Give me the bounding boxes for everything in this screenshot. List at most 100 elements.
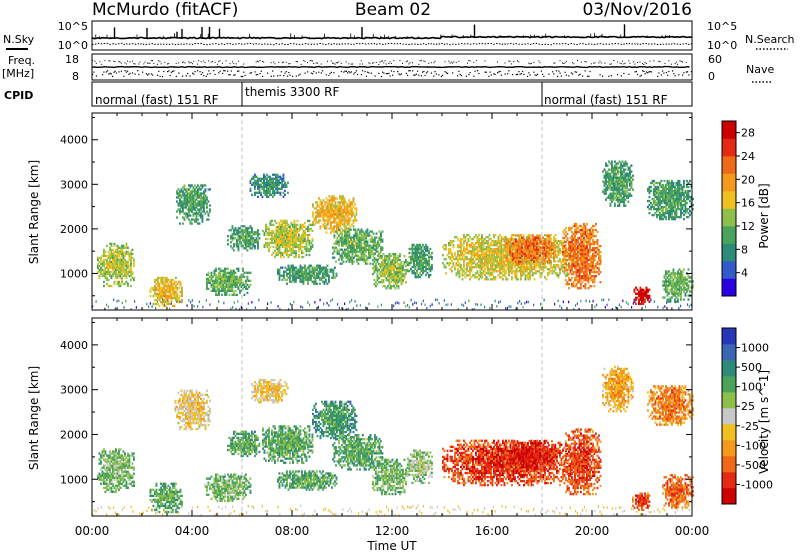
power-cell (287, 241, 290, 245)
power-cell (305, 270, 308, 273)
power-cell (366, 228, 369, 231)
nave-dot (653, 60, 655, 62)
power-cell (278, 241, 281, 245)
power-cell (228, 273, 231, 276)
power-cell (122, 274, 125, 278)
power-cell (292, 225, 294, 229)
power-cell (204, 202, 207, 205)
nave-dot (353, 73, 355, 75)
nave-dot (599, 74, 601, 76)
power-cell (185, 214, 187, 217)
power-cell (422, 249, 424, 253)
nave-dot (643, 70, 645, 72)
power-cell (366, 258, 369, 261)
power-cell (118, 252, 120, 256)
power-cell (385, 258, 388, 262)
power-cell (222, 285, 225, 289)
power-cell (373, 258, 376, 262)
power-cell (166, 280, 168, 284)
nave-dot (139, 61, 141, 63)
power-cell (420, 259, 423, 263)
power-cell (206, 283, 208, 287)
power-cell (257, 229, 259, 232)
power-cell (272, 229, 275, 233)
nave-dot (328, 74, 330, 76)
power-cell (186, 200, 189, 203)
power-cell (257, 235, 259, 238)
power-cell (301, 227, 303, 231)
power-cell (112, 248, 114, 252)
power-cell (351, 242, 354, 245)
power-cell (225, 267, 228, 270)
power-cell (351, 223, 353, 226)
power-cell (470, 270, 473, 273)
power-cell (222, 277, 225, 280)
power-cell (194, 218, 196, 221)
power-cell (222, 271, 225, 274)
power-cell (281, 221, 284, 225)
power-cell (110, 256, 113, 260)
power-cell (209, 275, 211, 278)
power-cell (262, 229, 264, 233)
power-cell (281, 227, 284, 231)
power-cell (163, 280, 165, 284)
power-cell (356, 248, 358, 251)
power-cell (384, 275, 386, 278)
power-cell (192, 194, 195, 197)
power-cell (298, 253, 300, 257)
power-cell (478, 240, 480, 243)
power-cell (188, 208, 190, 211)
power-cell (154, 278, 156, 282)
power-cell (201, 206, 204, 209)
power-cell (175, 298, 177, 302)
power-cell (172, 284, 174, 288)
power-cell (511, 266, 513, 269)
nave-dot (123, 75, 125, 77)
nave-dot (623, 72, 625, 75)
power-cell (121, 248, 123, 252)
power-cell (312, 213, 314, 216)
power-cell (237, 287, 240, 291)
power-cell (197, 190, 199, 193)
power-cell (318, 205, 320, 208)
power-cell (494, 276, 497, 279)
nave-dot (260, 70, 262, 72)
power-cell (500, 276, 503, 279)
power-cell (149, 294, 152, 298)
power-cell (289, 247, 291, 251)
nave-dot (634, 71, 636, 73)
power-cell (277, 233, 279, 237)
power-cell (106, 244, 108, 248)
power-cell (278, 179, 280, 182)
power-cell (531, 234, 534, 237)
power-cell (346, 207, 349, 210)
nave-dot (427, 71, 429, 73)
power-cell (276, 173, 279, 176)
nave-dot (317, 62, 318, 64)
power-cell (307, 235, 309, 239)
nave-dot (572, 73, 574, 75)
power-cell (216, 289, 219, 293)
nave-dot (459, 73, 461, 75)
nave-dot (584, 70, 586, 72)
power-cell (130, 256, 132, 260)
power-cell (341, 258, 343, 261)
power-cell (539, 274, 542, 277)
power-cell (286, 235, 288, 239)
power-cell (275, 221, 278, 225)
power-cell (282, 185, 285, 188)
power-cell (509, 248, 511, 251)
power-cell (268, 227, 270, 231)
nave-dot (152, 74, 154, 76)
power-cell (539, 276, 542, 279)
power-cell (200, 216, 202, 219)
power-cell (322, 205, 325, 208)
power-cell (338, 228, 340, 231)
power-cell (251, 229, 253, 232)
power-cell (365, 260, 367, 263)
power-cell (237, 249, 240, 252)
power-cell (317, 274, 320, 277)
power-cell (206, 218, 208, 221)
power-cell (330, 217, 332, 220)
power-cell (413, 243, 415, 247)
